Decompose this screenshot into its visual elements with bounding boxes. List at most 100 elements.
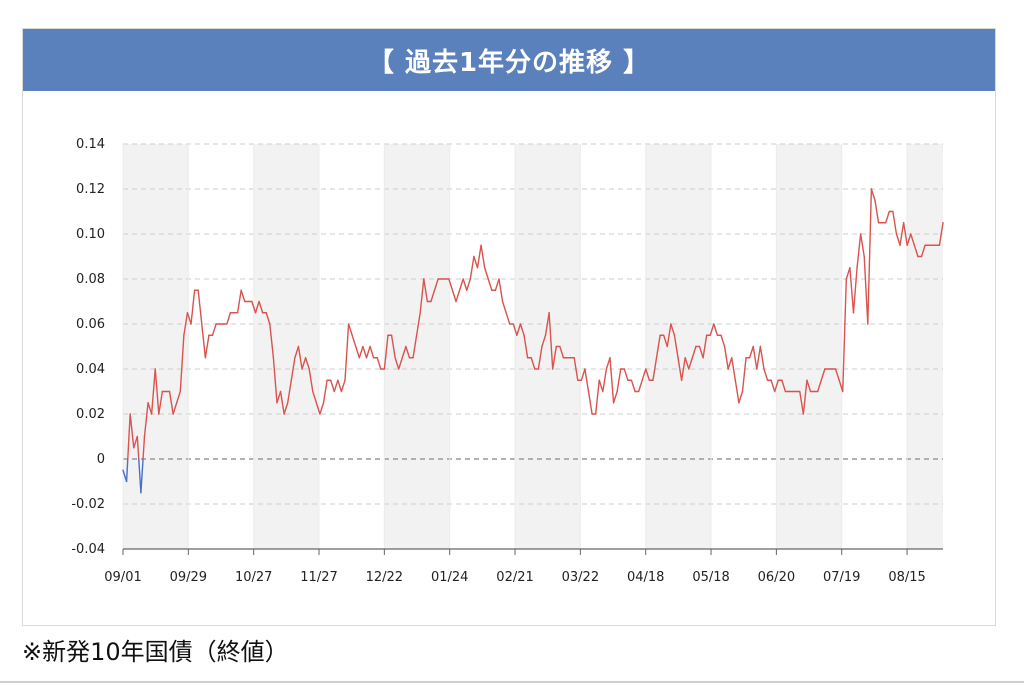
series-segment: [190, 289, 196, 325]
series-segment: [655, 334, 661, 359]
x-tick-label: 06/20: [758, 570, 795, 585]
series-segment: [698, 345, 704, 359]
series-segment: [466, 278, 472, 291]
series-segment: [666, 323, 672, 348]
y-tick-label: 0.10: [76, 227, 105, 242]
series-segment: [867, 188, 873, 325]
series-segment: [290, 357, 296, 381]
series-segment: [279, 390, 285, 415]
series-segment: [236, 289, 242, 314]
series-segment: [920, 244, 926, 258]
y-tick-label: 0.12: [76, 182, 105, 197]
series-segment: [240, 289, 246, 303]
series-line: [122, 188, 944, 494]
series-segment: [355, 345, 361, 359]
series-segment: [630, 379, 636, 393]
series-segment: [394, 357, 400, 370]
series-segment: [731, 357, 737, 381]
series-segment: [337, 379, 343, 393]
series-segment: [133, 435, 139, 449]
series-segment: [448, 278, 454, 291]
series-segment: [870, 188, 876, 201]
series-segment: [856, 233, 862, 269]
series-segment: [143, 402, 149, 438]
series-segment: [319, 402, 325, 415]
background-band: [384, 144, 450, 549]
series-segment: [433, 278, 439, 291]
series-segment: [226, 312, 232, 325]
series-segment: [820, 368, 826, 381]
series-segment: [899, 222, 905, 246]
series-segment: [677, 357, 683, 381]
series-segment: [598, 379, 604, 393]
background-bands: [123, 144, 943, 549]
series-segment: [587, 390, 593, 415]
series-segment: [401, 345, 407, 359]
series-segment: [347, 323, 353, 336]
series-segment: [913, 244, 919, 258]
series-segment: [709, 323, 715, 336]
series-segment: [863, 255, 869, 325]
series-segment: [419, 278, 425, 314]
series-segment: [637, 379, 643, 393]
series-segment: [154, 368, 160, 415]
series-segment: [849, 267, 855, 314]
series-segment: [859, 233, 865, 258]
series-segment: [304, 357, 310, 370]
series-segment: [738, 390, 744, 404]
series-segment: [537, 345, 543, 370]
series-segment: [158, 390, 164, 415]
series-segment: [297, 345, 303, 370]
series-segment: [770, 379, 776, 393]
series-segment: [938, 222, 944, 246]
series-segment: [684, 357, 690, 370]
series-segment: [201, 323, 207, 359]
series-segment: [430, 289, 436, 303]
series-segment: [258, 300, 264, 314]
series-segment: [172, 402, 178, 415]
series-segment: [312, 390, 318, 404]
series-segment: [680, 357, 686, 381]
series-segment: [358, 345, 364, 359]
series-segment: [197, 289, 203, 325]
series-segment: [892, 210, 898, 235]
chart-panel: 【 過去1年分の推移 】 0.14 0.12 0.10 0.08 0.06 0.04 0.0…: [22, 28, 996, 626]
series-segment: [551, 345, 557, 370]
series-segment: [645, 368, 651, 381]
series-segment: [605, 357, 611, 370]
series-segment: [322, 379, 328, 404]
series-segment: [487, 278, 493, 291]
series-segment: [458, 278, 464, 291]
series-segment: [204, 334, 210, 359]
series-segment: [759, 345, 765, 370]
series-segment: [748, 345, 754, 359]
series-segment: [211, 323, 217, 336]
series-segment: [129, 413, 135, 449]
series-segment: [573, 357, 579, 381]
series-segment: [150, 368, 156, 415]
x-tick-label: 02/21: [496, 570, 533, 585]
series-segment: [283, 402, 289, 415]
series-segment: [254, 300, 260, 314]
x-tick-label: 04/18: [627, 570, 664, 585]
series-segment: [451, 289, 457, 303]
series-segment: [415, 312, 421, 336]
series-segment: [362, 345, 368, 359]
series-segment: [816, 379, 822, 393]
series-segment: [308, 368, 314, 393]
chart-title: 【 過去1年分の推移 】: [23, 29, 995, 91]
series-segment: [612, 390, 618, 404]
series-segment: [756, 345, 762, 370]
series-segment: [344, 323, 350, 381]
x-tick-label: 01/24: [431, 570, 468, 585]
series-segment: [616, 368, 622, 393]
series-segment: [802, 379, 808, 415]
series-segment: [906, 233, 912, 246]
series-segment: [138, 458, 142, 494]
series-segment: [333, 379, 339, 393]
series-segment: [641, 368, 647, 381]
background-band: [253, 144, 320, 549]
series-segment: [473, 255, 479, 269]
y-tick-label: 0.06: [76, 317, 105, 332]
series-segment: [541, 334, 547, 348]
